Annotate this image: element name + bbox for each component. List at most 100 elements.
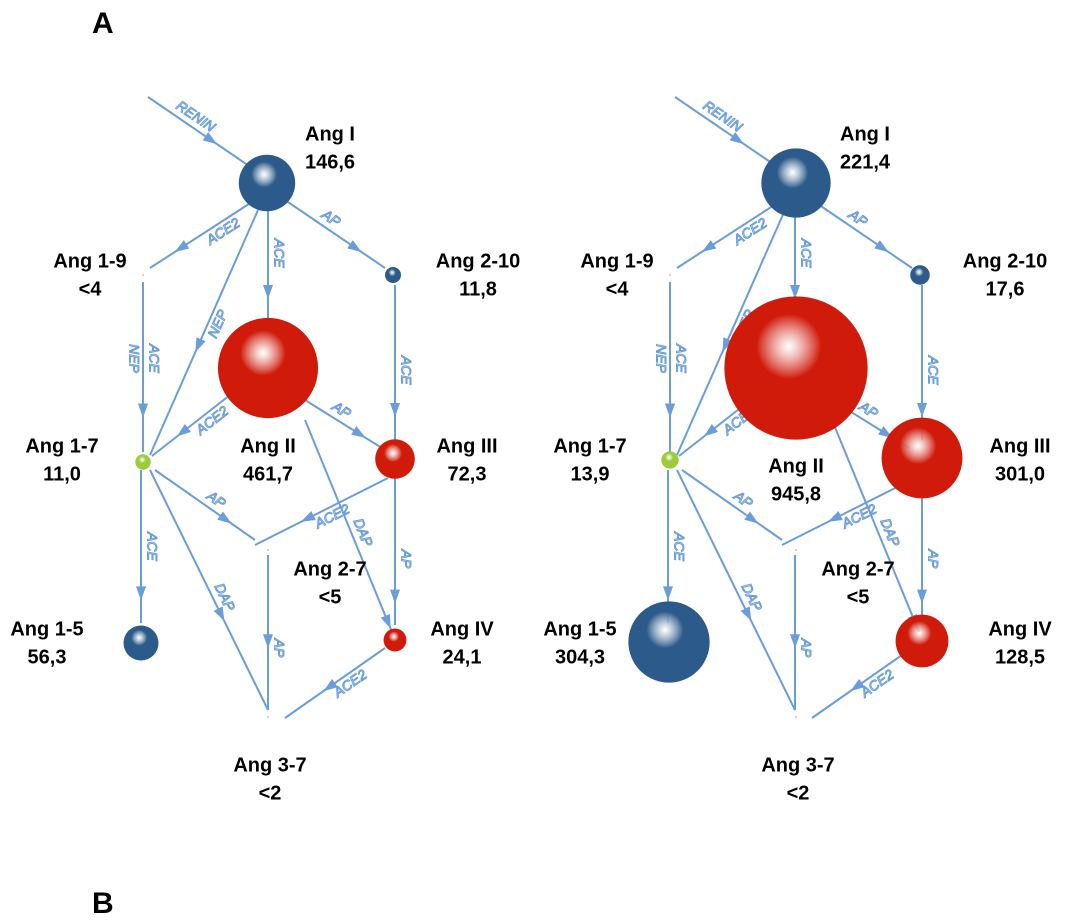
enzyme-label: NEP (126, 344, 142, 373)
enzyme-label: ACE2 (838, 500, 879, 531)
arrowhead (390, 403, 400, 417)
concentration-label: <5 (319, 586, 342, 608)
arrowhead (917, 590, 927, 604)
pathway-line (148, 97, 252, 168)
arrowhead (704, 424, 718, 437)
enzyme-label: AP (925, 549, 941, 569)
concentration-sphere (135, 454, 150, 469)
arrowhead (347, 240, 361, 252)
figure: A B RENINACE2APACENEPNEPACEACE2APACEAPAC… (0, 0, 1067, 921)
enzyme-label: DAP (350, 516, 376, 549)
peptide-name: Ang II (768, 455, 824, 477)
arrowhead (177, 424, 191, 437)
arrowhead (381, 614, 391, 629)
peptide-name: Ang II (240, 435, 296, 457)
arrowhead (263, 285, 273, 299)
peptide-name: Ang III (436, 435, 497, 457)
concentration-sphere (669, 274, 671, 276)
peptide-name: Ang 1-7 (25, 435, 98, 457)
concentration-sphere (384, 629, 407, 652)
peptide-name: Ang 3-7 (761, 754, 834, 776)
peptide-name: Ang I (840, 123, 890, 145)
enzyme-label: AP (271, 638, 287, 658)
concentration-sphere (795, 716, 797, 718)
enzyme-label: DAP (739, 581, 766, 614)
panel-label: B (92, 887, 114, 920)
concentration-sphere (882, 418, 963, 499)
enzyme-label: DAP (877, 516, 903, 549)
arrowhead (351, 426, 366, 438)
enzyme-label: AP (398, 549, 414, 569)
arrowhead (874, 240, 888, 252)
enzyme-label: ACE (146, 343, 162, 373)
peptide-name: Ang 2-10 (436, 250, 520, 272)
concentration-label: 304,3 (555, 646, 605, 668)
peptide-name: Ang 2-7 (821, 558, 894, 580)
enzyme-label: ACE2 (202, 214, 242, 248)
panel-label: A (92, 7, 114, 40)
concentration-label: 24,1 (443, 646, 482, 668)
peptide-name: Ang I (305, 123, 355, 145)
concentration-sphere (761, 148, 830, 217)
panel: RENINACE2APACENEPNEPACEACE2APACEAPACE2DA… (543, 97, 1052, 804)
pathway-line (150, 470, 268, 710)
concentration-label: 461,7 (243, 463, 293, 485)
concentration-label: 301,0 (995, 463, 1045, 485)
peptide-name: Ang III (989, 435, 1050, 457)
concentration-label: <4 (79, 278, 103, 300)
concentration-label: 17,6 (986, 278, 1025, 300)
arrowhead (665, 404, 675, 418)
pathway-line (675, 97, 779, 168)
arrowhead (702, 240, 716, 252)
concentration-label: 146,6 (305, 151, 355, 173)
concentration-label: 11,8 (459, 278, 497, 300)
peptide-name: Ang 1-9 (580, 250, 653, 272)
concentration-label: 11,0 (43, 463, 81, 485)
peptide-name: Ang 1-7 (553, 435, 626, 457)
concentration-sphere (142, 274, 144, 276)
peptide-name: Ang 3-7 (233, 754, 306, 776)
pathway-line (155, 470, 255, 540)
peptide-name: Ang 1-9 (53, 250, 126, 272)
concentration-label: 56,3 (28, 646, 67, 668)
pathway-line (677, 470, 795, 710)
arrowhead (195, 337, 205, 352)
peptide-name: Ang 2-7 (293, 558, 366, 580)
enzyme-label: ACE2 (311, 500, 352, 531)
concentration-label: <2 (259, 782, 282, 804)
arrowhead (217, 511, 231, 523)
concentration-sphere (661, 451, 678, 468)
enzyme-label: ACE2 (857, 666, 897, 701)
enzyme-label: ACE2 (192, 402, 232, 438)
peptide-name: Ang IV (430, 618, 494, 640)
concentration-label: 13,9 (571, 463, 610, 485)
concentration-sphere (375, 439, 415, 479)
enzyme-label: ACE (798, 238, 814, 268)
concentration-label: <5 (847, 586, 870, 608)
arrowhead (390, 590, 400, 604)
enzyme-label: ACE (271, 238, 287, 268)
enzyme-label: NEP (653, 344, 669, 373)
enzyme-label: ACE2 (729, 214, 769, 248)
arrowhead (663, 586, 673, 600)
enzyme-label: ACE (673, 343, 689, 373)
peptide-name: Ang IV (988, 618, 1052, 640)
peptide-name: Ang 1-5 (10, 618, 83, 640)
concentration-label: 221,4 (840, 151, 891, 173)
peptide-name: Ang 2-10 (963, 250, 1047, 272)
enzyme-label: ACE (671, 531, 687, 561)
concentration-label: <2 (787, 782, 810, 804)
concentration-label: <4 (606, 278, 630, 300)
concentration-label: 945,8 (771, 483, 821, 505)
concentration-sphere (218, 318, 318, 418)
arrowhead (136, 586, 146, 600)
arrowhead (917, 403, 927, 417)
concentration-label: 128,5 (995, 646, 1045, 668)
concentration-sphere (628, 601, 709, 682)
enzyme-label: AP (798, 638, 814, 658)
arrowhead (138, 404, 148, 418)
concentration-sphere (795, 549, 797, 551)
concentration-sphere (267, 549, 269, 551)
